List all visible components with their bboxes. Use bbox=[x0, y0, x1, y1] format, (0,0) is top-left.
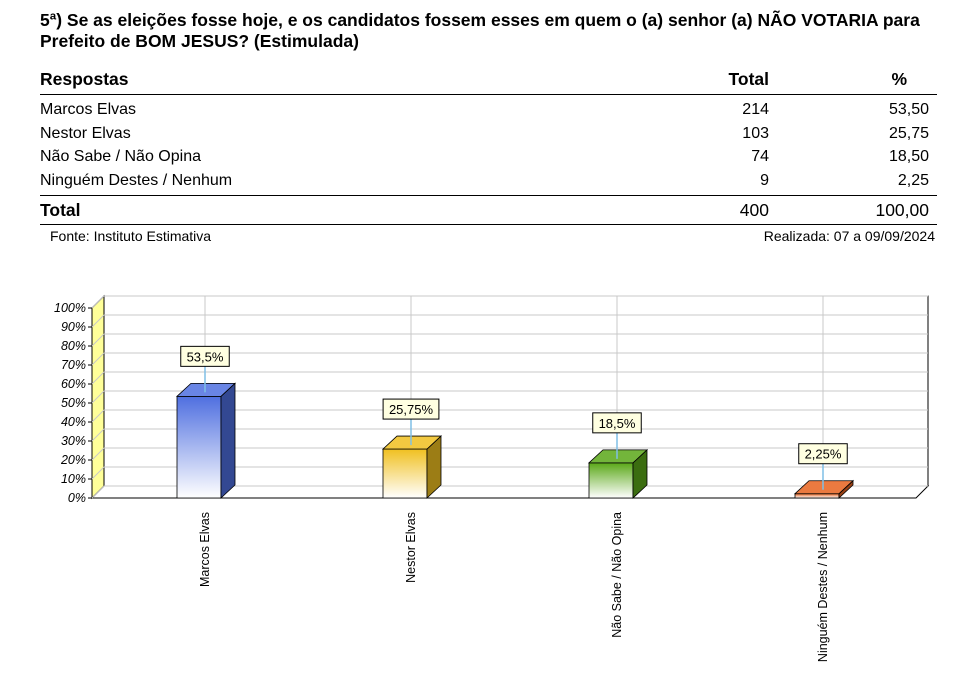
y-tick-label: 80% bbox=[61, 339, 86, 353]
y-tick-label: 30% bbox=[61, 434, 86, 448]
x-category-label: Não Sabe / Não Opina bbox=[610, 512, 624, 638]
grid-line-side bbox=[91, 409, 105, 423]
header-percent: % bbox=[891, 69, 907, 89]
row-label: Não Sabe / Não Opina bbox=[40, 148, 201, 165]
bar-top bbox=[175, 382, 237, 397]
row-label: Marcos Elvas bbox=[40, 101, 137, 118]
y-tick-label: 0% bbox=[68, 491, 86, 505]
results-table: Respostas Total % Marcos Elvas 214 53,50… bbox=[40, 66, 937, 225]
data-label: 53,5% bbox=[187, 349, 224, 364]
total-label: Total bbox=[40, 200, 81, 220]
grid-line-side bbox=[91, 485, 105, 499]
header-total: Total bbox=[728, 69, 769, 89]
row-total: 214 bbox=[742, 101, 769, 118]
grid-line-side bbox=[91, 390, 105, 404]
row-percent: 2,25 bbox=[897, 171, 929, 189]
x-category-label: Ninguém Destes / Nenhum bbox=[816, 512, 830, 662]
data-label-box bbox=[798, 443, 848, 465]
y-tick-label: 90% bbox=[61, 320, 86, 334]
bar-top bbox=[793, 480, 855, 495]
bar-front bbox=[588, 462, 634, 499]
x-category-label: Marcos Elvas bbox=[198, 512, 212, 587]
grid-line-side bbox=[91, 333, 105, 347]
bar-side bbox=[220, 382, 236, 499]
bar-top bbox=[587, 449, 649, 464]
row-percent: 53,50 bbox=[888, 101, 929, 118]
header-respostas: Respostas bbox=[40, 69, 129, 89]
grid-line-side bbox=[91, 295, 105, 309]
row-percent: 18,50 bbox=[888, 148, 929, 165]
grid-line-side bbox=[91, 466, 105, 480]
date-note: Realizada: 07 a 09/09/2024 bbox=[763, 228, 935, 244]
y-tick-label: 20% bbox=[60, 453, 86, 467]
data-label-box bbox=[382, 398, 440, 420]
question-title: 5ª) Se as eleições fosse hoje, e os cand… bbox=[40, 10, 920, 51]
table-row: Marcos Elvas 214 53,50 bbox=[40, 98, 937, 122]
row-total: 103 bbox=[742, 124, 769, 142]
grid-line-side bbox=[91, 371, 105, 385]
data-label-box bbox=[592, 412, 642, 434]
grid-line-side bbox=[91, 314, 105, 328]
bar-front bbox=[176, 395, 222, 499]
row-label: Ninguém Destes / Nenhum bbox=[40, 171, 233, 189]
grid-line-side bbox=[91, 428, 105, 442]
row-percent: 25,75 bbox=[888, 124, 929, 142]
total-count: 400 bbox=[739, 200, 769, 220]
total-percent: 100,00 bbox=[875, 200, 929, 220]
data-label: 18,5% bbox=[599, 416, 636, 431]
y-tick-label: 10% bbox=[61, 472, 86, 486]
data-label-box bbox=[180, 345, 230, 367]
y-tick-label: 70% bbox=[61, 358, 86, 372]
table-header: Respostas Total % bbox=[40, 66, 937, 95]
table-row: Nestor Elvas 103 25,75 bbox=[40, 122, 937, 146]
y-tick-label: 50% bbox=[61, 396, 86, 410]
grid-line-side bbox=[91, 447, 105, 461]
source-note: Fonte: Instituto Estimativa bbox=[50, 228, 212, 244]
table-total-row: Total 400 100,00 bbox=[40, 195, 937, 225]
x-category-label: Nestor Elvas bbox=[404, 512, 418, 583]
table-row: Ninguém Destes / Nenhum 9 2,25 bbox=[40, 169, 937, 193]
y-tick-label: 60% bbox=[61, 377, 86, 391]
row-label: Nestor Elvas bbox=[40, 124, 131, 142]
grid-line-side bbox=[91, 352, 105, 366]
row-total: 74 bbox=[751, 148, 769, 165]
bar-front bbox=[382, 448, 428, 499]
bar-front bbox=[794, 493, 840, 499]
y-tick-label: 100% bbox=[54, 301, 86, 315]
bar-top bbox=[381, 435, 443, 450]
data-label: 25,75% bbox=[389, 402, 434, 417]
row-total: 9 bbox=[760, 171, 769, 189]
data-label: 2,25% bbox=[805, 447, 842, 462]
table-row: Não Sabe / Não Opina 74 18,50 bbox=[40, 145, 937, 169]
y-tick-label: 40% bbox=[61, 415, 86, 429]
